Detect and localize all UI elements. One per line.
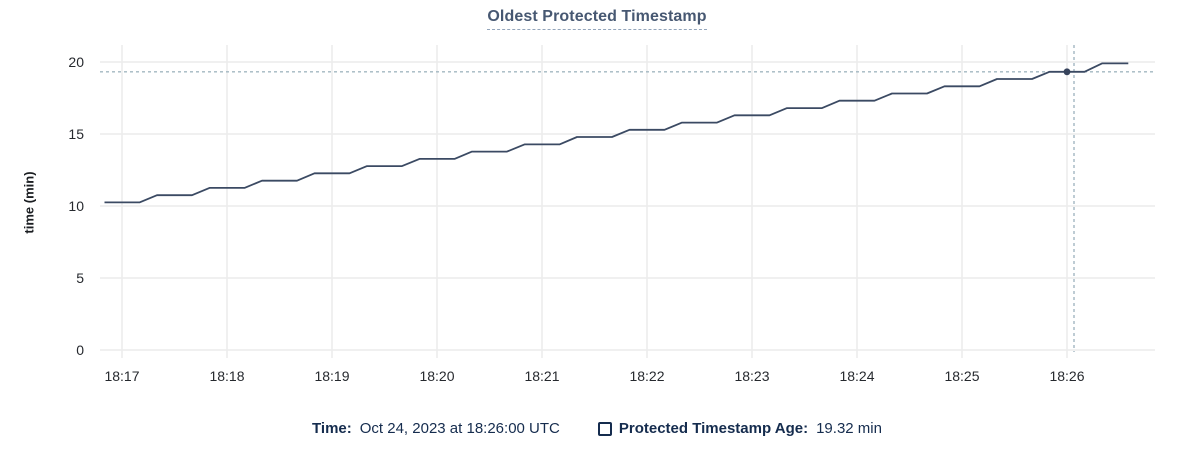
legend-series-group: Protected Timestamp Age: 19.32 min [597, 420, 882, 437]
x-tick-label: 18:19 [314, 368, 349, 384]
series-checkbox[interactable] [597, 421, 612, 436]
legend-series-value: 19.32 min [816, 420, 882, 437]
x-tick-label: 18:20 [419, 368, 454, 384]
chart-header: Oldest Protected Timestamp [0, 8, 1194, 30]
x-tick-label: 18:22 [629, 368, 664, 384]
series-line-protected-timestamp-age [104, 62, 1129, 204]
legend-series-label: Protected Timestamp Age: [618, 420, 809, 437]
x-tick-label: 18:23 [734, 368, 769, 384]
y-tick-label: 0 [76, 342, 84, 358]
x-tick-label: 18:26 [1049, 368, 1084, 384]
x-tick-label: 18:18 [209, 368, 244, 384]
y-tick-label: 5 [76, 270, 84, 286]
y-axis-title: time (min) [21, 171, 37, 234]
chart-title[interactable]: Oldest Protected Timestamp [487, 8, 707, 30]
legend-time-label: Time: [312, 420, 352, 437]
hover-point-dot [1063, 68, 1071, 76]
x-tick-label: 18:24 [839, 368, 874, 384]
legend-time-group: Time: Oct 24, 2023 at 18:26:00 UTC [312, 420, 560, 437]
x-tick-label: 18:17 [104, 368, 139, 384]
legend: Time: Oct 24, 2023 at 18:26:00 UTC Prote… [0, 420, 1194, 437]
y-tick-label: 10 [68, 198, 84, 214]
y-tick-label: 20 [68, 54, 84, 70]
x-tick-label: 18:21 [524, 368, 559, 384]
x-tick-label: 18:25 [944, 368, 979, 384]
y-tick-label: 15 [68, 126, 84, 142]
legend-time-value: Oct 24, 2023 at 18:26:00 UTC [359, 420, 560, 437]
